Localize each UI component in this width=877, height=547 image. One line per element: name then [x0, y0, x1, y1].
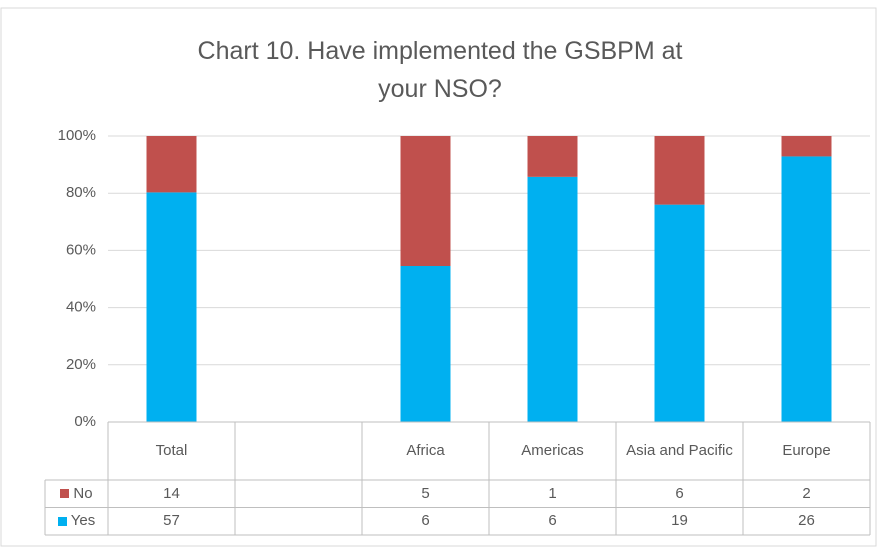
- legend-label: No: [73, 484, 93, 502]
- table-value: 57: [163, 512, 180, 530]
- bar-segment: [654, 204, 705, 422]
- bar-segment: [400, 266, 451, 422]
- legend-swatch: [57, 516, 67, 526]
- y-tick-label: 0%: [74, 413, 96, 430]
- bar-segment: [146, 136, 197, 193]
- table-value: 26: [798, 512, 815, 530]
- table-value: 5: [421, 484, 430, 502]
- legend-label: Yes: [70, 512, 96, 530]
- table-value: 1: [548, 484, 557, 502]
- table-value: 6: [675, 484, 684, 502]
- bar-segment: [527, 136, 578, 177]
- legend-swatch: [60, 489, 70, 499]
- table-value: 6: [421, 512, 430, 530]
- y-tick-label: 20%: [66, 356, 96, 373]
- bar-segment: [400, 136, 451, 266]
- chart-title: Chart 10. Have implemented the GSBPM at …: [197, 37, 683, 103]
- x-tick-label: Africa: [406, 442, 445, 459]
- x-tick-label: Asia and Pacific: [626, 442, 733, 459]
- x-tick-label: Total: [155, 442, 188, 459]
- y-tick-label: 100%: [58, 127, 96, 144]
- y-tick-label: 80%: [66, 184, 96, 201]
- bar-segment: [781, 156, 832, 422]
- bar-segment: [527, 176, 578, 422]
- chart-border: [0, 7, 877, 547]
- table-value: [235, 480, 362, 508]
- x-tick-label: [235, 422, 362, 480]
- x-tick-label: Americas: [521, 442, 584, 459]
- table-value: 2: [802, 484, 811, 502]
- table-value: 19: [671, 512, 688, 530]
- bar-segment: [654, 136, 705, 205]
- table-value: 14: [163, 484, 180, 502]
- table-value: [235, 508, 362, 536]
- legend-entry: Yes: [45, 508, 108, 536]
- bar-segment: [781, 136, 832, 157]
- table-value: 6: [548, 512, 557, 530]
- y-tick-label: 60%: [66, 241, 96, 258]
- x-tick-label: Europe: [782, 442, 831, 459]
- bar-segment: [146, 192, 197, 422]
- legend-entry: No: [45, 480, 108, 508]
- y-tick-label: 40%: [66, 299, 96, 316]
